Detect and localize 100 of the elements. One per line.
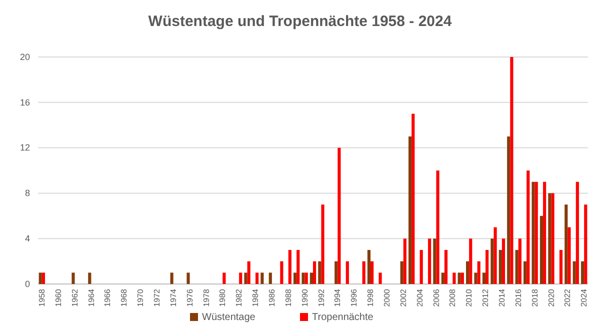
x-tick-label: 1974 <box>168 288 178 307</box>
bar <box>469 238 472 284</box>
x-tick-label: 1988 <box>284 288 293 307</box>
x-tick-label: 1972 <box>152 288 162 307</box>
x-tick-label: 2020 <box>546 288 556 307</box>
bar <box>502 238 506 284</box>
bar <box>288 250 292 284</box>
x-tick-label: 1976 <box>185 288 194 307</box>
bar <box>551 193 554 284</box>
x-tick-label: 1964 <box>86 288 96 307</box>
x-tick-label: 1958 <box>37 288 46 307</box>
legend-label: Wüstentage <box>202 312 256 324</box>
bar <box>458 272 461 284</box>
x-tick-label: 2008 <box>448 288 458 307</box>
x-tick-label: 1968 <box>120 288 129 307</box>
x-tick-label: 2012 <box>481 288 490 307</box>
bar <box>452 272 456 284</box>
bar <box>420 250 423 284</box>
y-tick-label: 16 <box>20 97 30 108</box>
bar <box>247 261 250 284</box>
bar <box>548 193 552 284</box>
y-tick-label: 12 <box>20 142 30 153</box>
bar <box>559 250 563 284</box>
x-tick-label: 2004 <box>415 288 424 307</box>
bar <box>321 204 324 284</box>
x-tick-label: 1970 <box>136 288 146 307</box>
x-tick-label: 2014 <box>498 288 507 307</box>
bar <box>441 272 444 284</box>
bar <box>510 57 514 284</box>
bar <box>260 272 264 284</box>
bar <box>564 204 568 284</box>
x-tick-label: 1994 <box>333 288 342 307</box>
bar <box>518 238 522 284</box>
bar <box>534 182 538 284</box>
x-tick-label: 2006 <box>432 288 441 307</box>
bar <box>436 170 440 284</box>
bar <box>304 272 308 284</box>
x-tick-label: 1984 <box>251 288 260 307</box>
x-tick-label: 1996 <box>350 288 359 307</box>
x-tick-label: 2010 <box>464 288 474 307</box>
bar <box>338 148 341 284</box>
bar <box>88 272 92 284</box>
bar <box>532 182 535 284</box>
chart-title: Wüstentage und Tropennächte 1958 - 2024 <box>148 13 452 30</box>
bar <box>170 272 174 284</box>
y-tick-label: 8 <box>24 188 30 198</box>
bar <box>38 272 42 284</box>
x-tick-label: 2002 <box>398 288 408 307</box>
x-tick-label: 1960 <box>54 288 63 307</box>
bar <box>244 272 248 284</box>
bar <box>524 261 527 284</box>
bar <box>255 272 259 284</box>
bar <box>507 136 510 284</box>
bar <box>460 272 464 284</box>
bar <box>400 261 404 284</box>
y-tick-label: 4 <box>24 233 30 244</box>
bar <box>280 261 284 284</box>
bar <box>370 261 374 284</box>
bar <box>474 272 478 284</box>
bar <box>581 261 584 284</box>
bar <box>186 272 190 284</box>
x-tick-label: 1986 <box>267 288 276 307</box>
x-tick-label: 1966 <box>103 288 112 307</box>
bar <box>428 238 432 284</box>
bar <box>408 136 412 284</box>
bar <box>310 272 313 284</box>
bar <box>576 182 579 284</box>
y-tick-label: 20 <box>20 52 30 62</box>
bar <box>362 261 366 284</box>
bar <box>239 272 242 284</box>
bar <box>498 250 502 284</box>
bar <box>367 250 371 284</box>
bar <box>466 261 470 284</box>
bar <box>296 250 300 284</box>
x-tick-label: 2024 <box>580 288 589 307</box>
bar <box>526 170 530 284</box>
x-tick-label: 1978 <box>202 288 211 307</box>
x-tick-label: 2016 <box>514 288 523 307</box>
bar <box>334 261 338 284</box>
bar <box>543 182 546 284</box>
bar <box>403 238 406 284</box>
bar <box>477 261 480 284</box>
x-tick-label: 1980 <box>218 288 228 307</box>
x-tick-label: 1982 <box>234 288 244 307</box>
bar <box>268 272 272 284</box>
legend-label: Tropennächte <box>312 312 374 324</box>
bar <box>346 261 349 284</box>
bar <box>412 114 415 284</box>
bar <box>490 238 494 284</box>
bar <box>486 250 489 284</box>
bar <box>313 261 316 284</box>
bar <box>72 272 75 284</box>
bar <box>572 261 576 284</box>
bar <box>444 250 448 284</box>
y-tick-label: 0 <box>24 278 30 289</box>
bar <box>515 250 518 284</box>
bar <box>584 204 588 284</box>
x-tick-label: 2022 <box>563 288 572 307</box>
bar <box>318 261 322 284</box>
bar <box>494 227 497 284</box>
